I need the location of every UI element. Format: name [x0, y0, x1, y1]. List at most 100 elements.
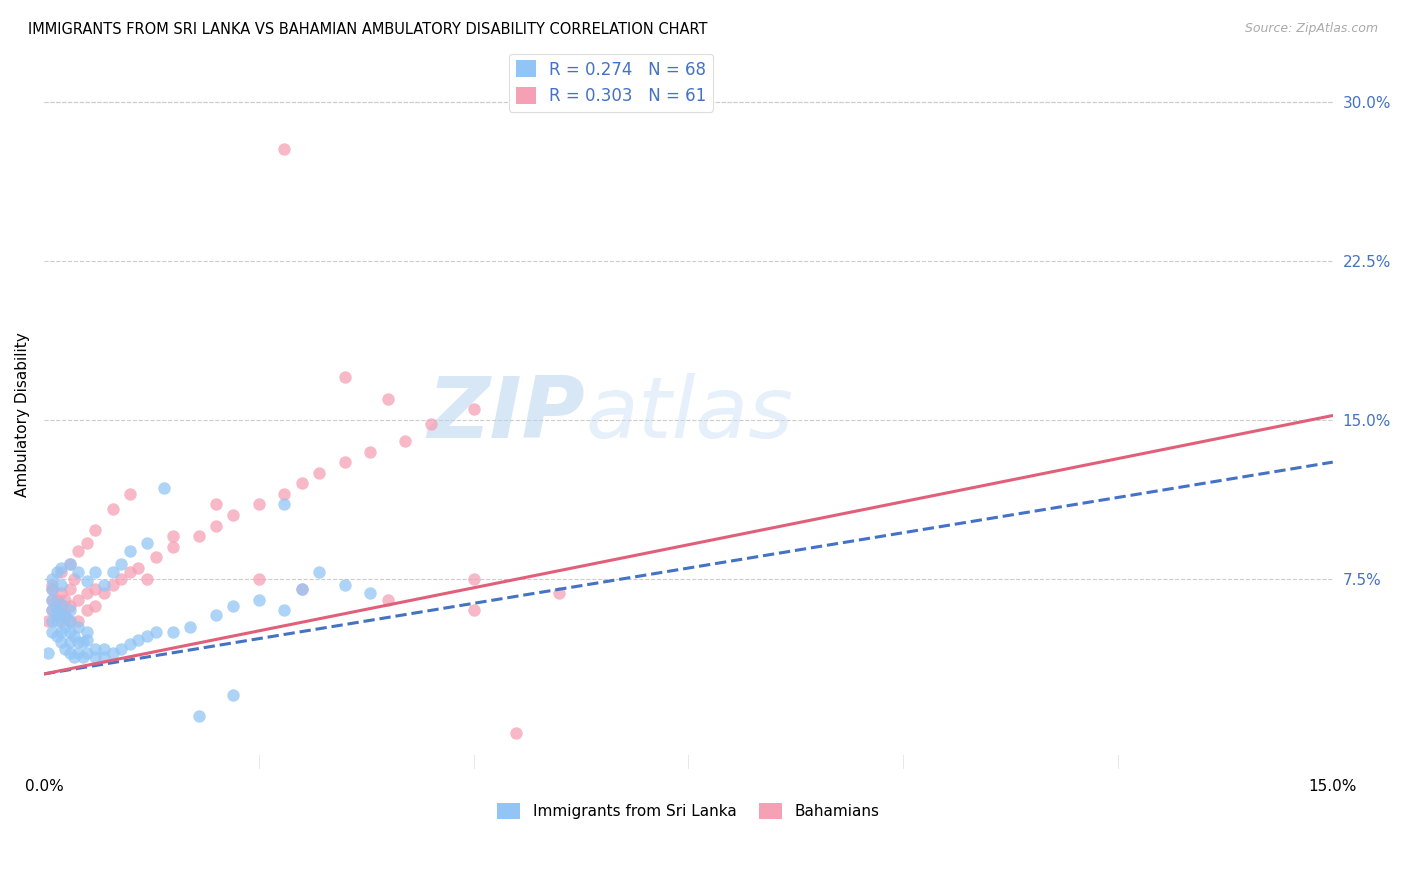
Point [59, 603, 82, 617]
Point [291, 582, 314, 597]
Point [222, 508, 245, 522]
Point [118, 487, 141, 501]
Point [67, 635, 90, 649]
Point [72, 650, 94, 665]
Point [153, 481, 176, 495]
Point [41, 582, 63, 597]
Point [84, 599, 107, 614]
Point [333, 455, 356, 469]
Point [59, 635, 82, 649]
Point [136, 629, 159, 643]
Text: IMMIGRANTS FROM SRI LANKA VS BAHAMIAN AMBULATORY DISABILITY CORRELATION CHART: IMMIGRANTS FROM SRI LANKA VS BAHAMIAN AM… [28, 22, 707, 37]
Point [84, 641, 107, 656]
Text: ZIP: ZIP [427, 373, 585, 456]
Point [222, 599, 245, 614]
Point [49, 561, 72, 575]
Point [222, 688, 245, 702]
Point [291, 582, 314, 597]
Text: Source: ZipAtlas.com: Source: ZipAtlas.com [1244, 22, 1378, 36]
Point [308, 566, 330, 580]
Point [118, 544, 141, 558]
Point [49, 635, 72, 649]
Point [101, 578, 124, 592]
Point [59, 646, 82, 660]
Point [45, 603, 67, 617]
Point [63, 629, 86, 643]
Point [41, 578, 63, 592]
Point [59, 599, 82, 614]
Point [41, 582, 63, 597]
Point [127, 561, 149, 575]
Point [463, 402, 485, 417]
Point [45, 629, 67, 643]
Point [463, 572, 485, 586]
Point [63, 572, 86, 586]
Point [45, 592, 67, 607]
Point [419, 417, 441, 431]
Point [49, 607, 72, 622]
Point [84, 566, 107, 580]
Point [59, 582, 82, 597]
Point [93, 578, 115, 592]
Point [63, 650, 86, 665]
Point [41, 572, 63, 586]
Point [67, 566, 90, 580]
Point [110, 641, 132, 656]
Point [67, 592, 90, 607]
Point [45, 614, 67, 628]
Point [59, 614, 82, 628]
Point [204, 498, 226, 512]
Point [41, 603, 63, 617]
Point [84, 650, 107, 665]
Point [76, 586, 98, 600]
Point [53, 592, 76, 607]
Point [273, 603, 295, 617]
Point [145, 550, 167, 565]
Point [53, 641, 76, 656]
Point [273, 498, 295, 512]
Point [72, 635, 94, 649]
Point [67, 620, 90, 634]
Point [110, 557, 132, 571]
Point [93, 650, 115, 665]
Point [45, 607, 67, 622]
Point [179, 620, 201, 634]
Point [49, 597, 72, 611]
Point [67, 646, 90, 660]
Point [187, 529, 209, 543]
Point [162, 540, 184, 554]
Point [59, 614, 82, 628]
Point [37, 614, 59, 628]
Y-axis label: Ambulatory Disability: Ambulatory Disability [15, 332, 30, 497]
Point [359, 586, 381, 600]
Point [101, 566, 124, 580]
Point [110, 572, 132, 586]
Point [247, 592, 270, 607]
Point [136, 572, 159, 586]
Point [204, 518, 226, 533]
Point [76, 535, 98, 549]
Point [41, 603, 63, 617]
Point [204, 607, 226, 622]
Point [76, 633, 98, 648]
Point [359, 444, 381, 458]
Point [308, 466, 330, 480]
Point [49, 586, 72, 600]
Point [49, 578, 72, 592]
Point [118, 637, 141, 651]
Point [93, 586, 115, 600]
Point [377, 392, 399, 406]
Point [333, 370, 356, 384]
Point [247, 498, 270, 512]
Point [53, 620, 76, 634]
Point [76, 574, 98, 588]
Point [59, 624, 82, 639]
Point [187, 709, 209, 723]
Point [49, 566, 72, 580]
Point [53, 607, 76, 622]
Point [101, 646, 124, 660]
Point [76, 646, 98, 660]
Point [273, 142, 295, 156]
Point [67, 544, 90, 558]
Point [118, 566, 141, 580]
